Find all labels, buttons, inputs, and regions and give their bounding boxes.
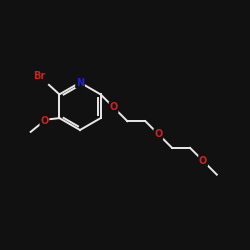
Text: O: O [40, 116, 48, 126]
Text: O: O [110, 102, 118, 113]
Text: N: N [76, 78, 84, 88]
Text: O: O [199, 156, 207, 166]
Text: O: O [154, 129, 162, 139]
Text: Br: Br [33, 72, 45, 82]
